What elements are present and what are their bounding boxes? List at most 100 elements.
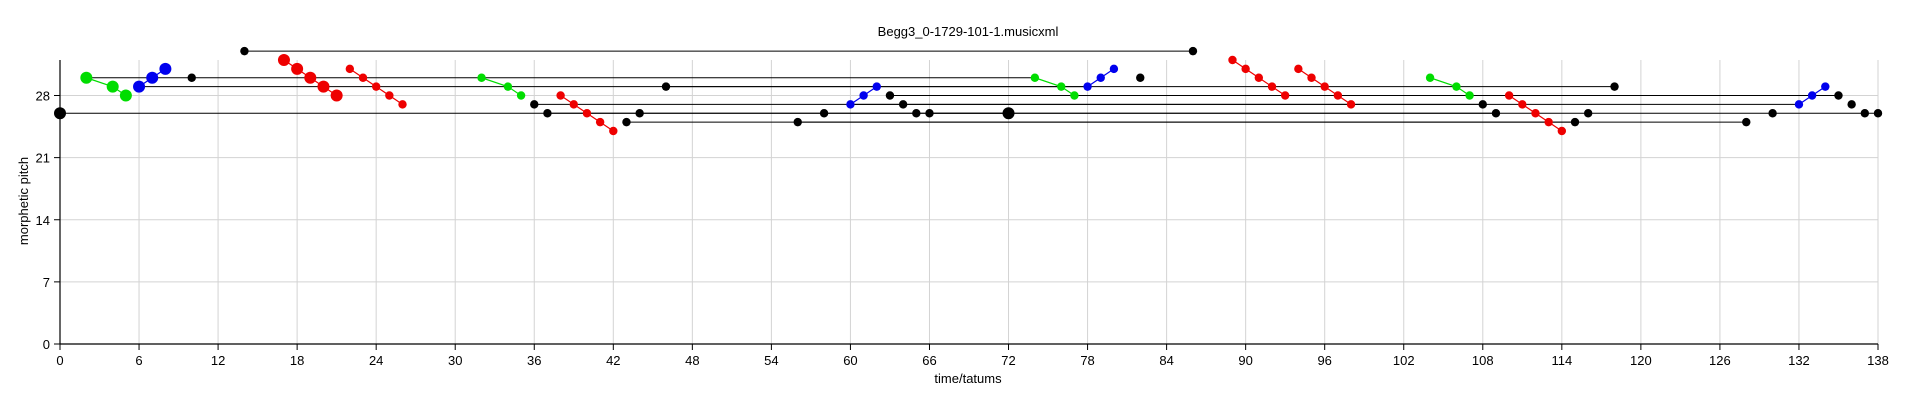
black-point bbox=[1847, 100, 1856, 109]
blue-point bbox=[846, 100, 855, 109]
blue-point bbox=[1807, 91, 1817, 100]
x-tick-label: 66 bbox=[922, 353, 936, 368]
black-point bbox=[1136, 73, 1145, 82]
black-point bbox=[635, 109, 644, 118]
x-tick-label: 84 bbox=[1159, 353, 1173, 368]
black-point bbox=[925, 109, 934, 118]
green-point bbox=[80, 71, 93, 84]
red-point bbox=[358, 73, 368, 82]
blue-point bbox=[1109, 64, 1119, 74]
red-point bbox=[556, 91, 565, 100]
black-point bbox=[543, 109, 552, 118]
red-point bbox=[1333, 91, 1343, 100]
green-point bbox=[516, 91, 526, 100]
black-point bbox=[1188, 46, 1198, 56]
blue-point bbox=[133, 80, 146, 93]
x-tick-label: 54 bbox=[764, 353, 778, 368]
blue-point bbox=[1821, 82, 1830, 91]
y-tick-label: 0 bbox=[43, 337, 50, 352]
green-point bbox=[503, 82, 513, 91]
x-tick-label: 102 bbox=[1393, 353, 1415, 368]
blue-point bbox=[1096, 73, 1105, 82]
black-point bbox=[661, 82, 671, 91]
black-point bbox=[1478, 100, 1487, 109]
blue-point bbox=[859, 91, 868, 100]
black-point bbox=[187, 73, 196, 82]
chart-title: Begg3_0-1729-101-1.musicxml bbox=[878, 24, 1059, 39]
red-point bbox=[1504, 91, 1514, 100]
green-point bbox=[1030, 73, 1040, 82]
x-tick-label: 6 bbox=[135, 353, 142, 368]
blue-point bbox=[1083, 82, 1092, 91]
green-point bbox=[106, 80, 119, 93]
x-axis-label: time/tatums bbox=[934, 371, 1002, 386]
x-tick-label: 132 bbox=[1788, 353, 1810, 368]
red-point bbox=[304, 71, 317, 84]
red-point bbox=[1346, 100, 1356, 109]
black-point bbox=[1860, 109, 1870, 118]
x-tick-label: 48 bbox=[685, 353, 699, 368]
green-point bbox=[1057, 82, 1066, 91]
translation-lines bbox=[60, 50, 1878, 123]
black-point bbox=[885, 91, 895, 100]
red-point bbox=[1280, 91, 1290, 100]
green-point bbox=[477, 73, 486, 82]
green-pattern-line bbox=[86, 77, 127, 96]
x-tick-label: 30 bbox=[448, 353, 462, 368]
green-point bbox=[1070, 91, 1079, 100]
black-point bbox=[1570, 117, 1580, 127]
x-tick-label: 36 bbox=[527, 353, 541, 368]
black-point bbox=[1873, 109, 1883, 118]
red-point bbox=[1531, 109, 1540, 118]
blue-point bbox=[159, 62, 172, 75]
black-point bbox=[1002, 107, 1015, 120]
red-point bbox=[398, 100, 407, 109]
x-tick-label: 90 bbox=[1238, 353, 1252, 368]
x-tick-label: 24 bbox=[369, 353, 383, 368]
y-tick-label: 21 bbox=[36, 151, 50, 166]
red-point bbox=[1557, 126, 1567, 136]
black-point bbox=[1768, 109, 1777, 118]
red-point bbox=[1518, 100, 1527, 109]
black-point bbox=[1583, 109, 1593, 118]
black-point bbox=[622, 117, 631, 127]
green-point bbox=[1452, 82, 1461, 91]
red-point bbox=[1241, 64, 1250, 74]
x-tick-label: 126 bbox=[1709, 353, 1731, 368]
x-tick-label: 72 bbox=[1001, 353, 1015, 368]
black-point bbox=[1491, 109, 1501, 118]
red-point bbox=[1320, 82, 1329, 91]
x-tick-label: 60 bbox=[843, 353, 857, 368]
red-point bbox=[291, 62, 304, 75]
black-point bbox=[240, 46, 249, 56]
red-point bbox=[1307, 73, 1316, 82]
x-tick-label: 96 bbox=[1317, 353, 1331, 368]
x-tick-label: 78 bbox=[1080, 353, 1094, 368]
black-point bbox=[793, 117, 802, 127]
green-point bbox=[119, 89, 132, 102]
black-point bbox=[1610, 82, 1619, 91]
data-points bbox=[54, 46, 1883, 136]
x-tick-label: 114 bbox=[1551, 353, 1572, 368]
black-point bbox=[898, 100, 908, 109]
red-point bbox=[1267, 82, 1277, 91]
y-tick-label: 28 bbox=[36, 89, 50, 104]
y-tick-label: 7 bbox=[43, 275, 50, 290]
red-point bbox=[1254, 73, 1264, 82]
axes bbox=[59, 60, 1878, 345]
red-point bbox=[582, 109, 592, 118]
green-point bbox=[1465, 91, 1474, 100]
red-point bbox=[385, 91, 394, 100]
black-point bbox=[530, 100, 539, 109]
green-point bbox=[1425, 73, 1435, 82]
y-axis-label: morphetic pitch bbox=[16, 157, 31, 245]
grid bbox=[59, 60, 1879, 345]
blue-point bbox=[146, 71, 159, 84]
blue-point bbox=[1794, 100, 1804, 109]
black-point bbox=[912, 109, 921, 118]
red-point bbox=[1228, 55, 1237, 65]
red-point bbox=[595, 117, 605, 127]
x-tick-label: 18 bbox=[290, 353, 304, 368]
x-tick-label: 12 bbox=[211, 353, 225, 368]
